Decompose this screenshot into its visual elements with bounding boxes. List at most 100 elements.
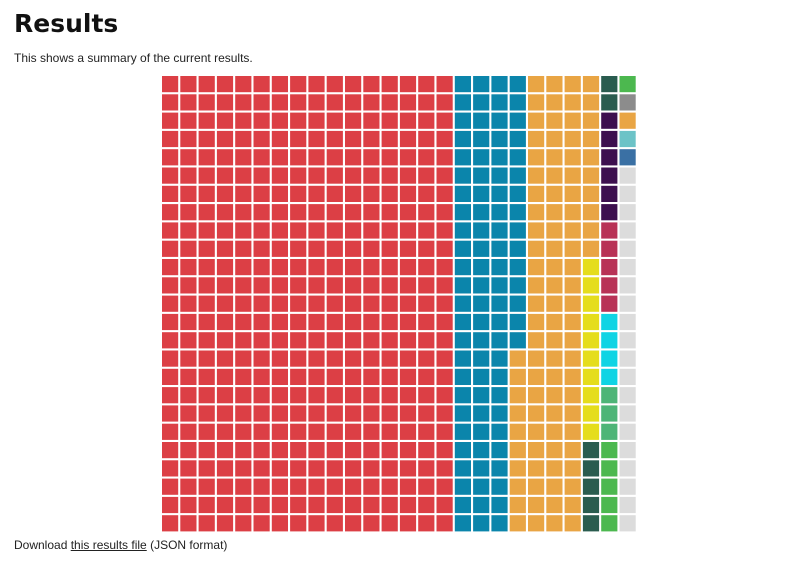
waffle-cell: [582, 204, 600, 221]
waffle-cell: [253, 423, 270, 440]
waffle-cell: [418, 259, 435, 276]
waffle-cell: [509, 515, 526, 532]
waffle-cell: [619, 277, 636, 294]
waffle-cell: [436, 387, 453, 404]
waffle-cell: [308, 350, 325, 367]
waffle-cell: [473, 185, 490, 202]
waffle-cell: [473, 368, 490, 385]
waffle-cell: [399, 387, 417, 404]
waffle-cell: [290, 259, 307, 276]
waffle-cell: [546, 515, 563, 532]
waffle-cell: [509, 442, 526, 459]
waffle-cell: [235, 496, 252, 514]
waffle-cell: [363, 405, 380, 422]
waffle-cell: [253, 368, 270, 385]
waffle-cell: [509, 259, 526, 276]
waffle-cell: [546, 423, 563, 440]
waffle-cell: [473, 277, 490, 294]
waffle-cell: [381, 387, 398, 404]
waffle-cell: [399, 277, 417, 294]
waffle-cell: [290, 222, 307, 239]
waffle-cell: [381, 515, 398, 532]
waffle-cell: [326, 222, 343, 239]
waffle-cell: [564, 295, 581, 312]
waffle-cell: [162, 387, 179, 404]
waffle-cell: [308, 94, 325, 111]
waffle-cell: [546, 332, 563, 349]
waffle-cell: [491, 313, 508, 331]
waffle-cell: [253, 350, 270, 367]
waffle-cell: [345, 222, 362, 239]
waffle-cell: [308, 76, 325, 93]
waffle-cell: [253, 240, 270, 257]
waffle-cell: [619, 478, 636, 495]
waffle-cell: [198, 313, 215, 331]
waffle-cell: [253, 76, 270, 93]
waffle-cell: [418, 240, 435, 257]
waffle-cell: [509, 277, 526, 294]
waffle-cell: [198, 94, 215, 111]
waffle-cell: [162, 442, 179, 459]
waffle-cell: [418, 204, 435, 221]
waffle-cell: [564, 222, 581, 239]
waffle-cell: [308, 515, 325, 532]
waffle-cell: [345, 259, 362, 276]
waffle-cell: [290, 405, 307, 422]
waffle-cell: [582, 295, 600, 312]
waffle-cell: [399, 313, 417, 331]
waffle-cell: [162, 277, 179, 294]
waffle-cell: [619, 222, 636, 239]
waffle-cell: [180, 350, 197, 367]
waffle-cell: [363, 515, 380, 532]
waffle-cell: [546, 167, 563, 184]
waffle-cell: [198, 130, 215, 148]
waffle-cell: [418, 222, 435, 239]
waffle-cell: [290, 76, 307, 93]
waffle-cell: [345, 423, 362, 440]
waffle-cell: [235, 387, 252, 404]
waffle-cell: [473, 496, 490, 514]
waffle-cell: [582, 332, 600, 349]
waffle-cell: [235, 149, 252, 166]
waffle-cell: [363, 332, 380, 349]
waffle-cell: [436, 130, 453, 148]
waffle-cell: [308, 259, 325, 276]
waffle-cell: [271, 277, 288, 294]
waffle-cell: [345, 185, 362, 202]
waffle-cell: [546, 240, 563, 257]
waffle-cell: [345, 515, 362, 532]
waffle-cell: [216, 350, 234, 367]
waffle-cell: [345, 112, 362, 129]
waffle-cell: [473, 423, 490, 440]
waffle-cell: [216, 460, 234, 477]
waffle-cell: [564, 204, 581, 221]
waffle-cell: [619, 423, 636, 440]
waffle-cell: [601, 478, 618, 495]
waffle-cell: [235, 423, 252, 440]
waffle-cell: [619, 167, 636, 184]
waffle-cell: [619, 76, 636, 93]
waffle-cell: [399, 496, 417, 514]
waffle-cell: [564, 313, 581, 331]
waffle-cell: [436, 76, 453, 93]
waffle-cell: [271, 368, 288, 385]
waffle-cell: [345, 442, 362, 459]
waffle-cell: [454, 368, 471, 385]
waffle-cell: [363, 496, 380, 514]
waffle-cell: [180, 277, 197, 294]
waffle-cell: [180, 204, 197, 221]
waffle-cell: [363, 442, 380, 459]
waffle-cell: [235, 259, 252, 276]
waffle-cell: [454, 295, 471, 312]
waffle-cell: [235, 368, 252, 385]
waffle-cell: [491, 259, 508, 276]
waffle-cell: [381, 332, 398, 349]
waffle-cell: [454, 167, 471, 184]
waffle-cell: [601, 259, 618, 276]
waffle-cell: [216, 478, 234, 495]
waffle-cell: [601, 94, 618, 111]
waffle-cell: [473, 76, 490, 93]
waffle-cell: [436, 478, 453, 495]
results-file-link[interactable]: this results file: [70, 538, 147, 552]
waffle-cell: [528, 332, 545, 349]
